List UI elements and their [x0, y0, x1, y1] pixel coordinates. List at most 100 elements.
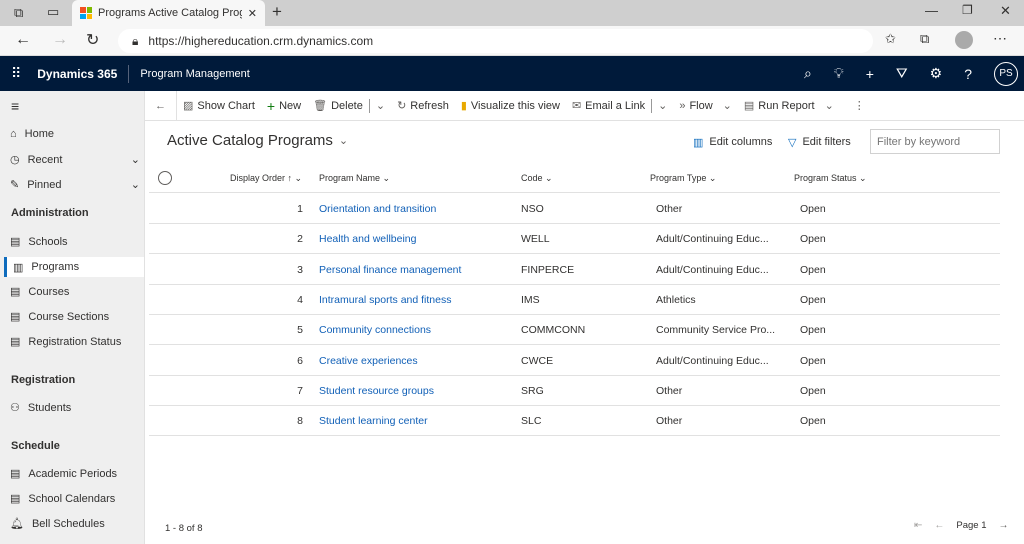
group-header: Administration — [11, 207, 89, 219]
sidebar-item-students[interactable]: ⚇ Students — [10, 401, 72, 415]
select-all-checkbox[interactable] — [158, 171, 172, 185]
delete-button[interactable]: 🗑︎ Delete — [313, 99, 363, 113]
chevron-down-icon: ⌄ — [545, 173, 553, 183]
column-header-display-order[interactable]: Display Order ↑ ⌄ — [230, 173, 303, 183]
sidebar-item-recent[interactable]: ◷ Recent ⌄ — [10, 153, 140, 167]
program-status-cell: Open — [800, 415, 826, 428]
sidebar-item-home[interactable]: ⌂ Home — [10, 128, 54, 140]
table-row[interactable]: 2 Health and wellbeing WELL Adult/Continuin… — [149, 224, 1000, 255]
more-commands-button[interactable]: ⋮ — [848, 99, 871, 112]
favorites-icon[interactable]: ✩ — [885, 31, 896, 46]
url-field[interactable]: 🔒︎ https://highereducation.crm.dynamics.… — [118, 29, 873, 53]
show-chart-button[interactable]: ▨ Show Chart — [183, 99, 255, 113]
display-order-cell: 2 — [297, 233, 303, 246]
first-page-icon[interactable]: ⇤ — [914, 520, 923, 531]
search-icon[interactable]: ⌕ — [804, 65, 812, 81]
code-cell: CWCE — [521, 354, 554, 367]
display-order-cell: 8 — [297, 415, 303, 428]
close-tab-icon[interactable]: ✕ — [247, 7, 257, 20]
delete-dropdown[interactable]: ⌄ — [368, 98, 391, 113]
forward-icon[interactable]: → — [52, 31, 68, 48]
refresh-button[interactable]: ↻ Refresh — [397, 99, 449, 113]
close-window-icon[interactable]: ✕ — [1000, 3, 1011, 18]
browser-tab-bar: ⧉ ▭ Programs Active Catalog Progra ✕ + —… — [0, 0, 1024, 26]
program-type-cell: Adult/Continuing Educ... — [656, 263, 769, 276]
new-tab-icon[interactable]: + — [272, 2, 282, 21]
profile-icon[interactable] — [955, 31, 973, 49]
table-row[interactable]: 7 Student resource groups SRG Other Open — [149, 376, 1000, 406]
back-button[interactable]: ← — [145, 90, 177, 121]
table-row[interactable]: 1 Orientation and transition NSO Other Open — [149, 194, 1000, 224]
next-page-icon[interactable]: → — [998, 520, 1009, 531]
sidebar-item-pinned[interactable]: ✎ Pinned ⌄ — [10, 178, 140, 192]
program-name-link[interactable]: Personal finance management — [319, 263, 462, 276]
filter-icon[interactable]: ⛛ — [895, 65, 908, 81]
sidebar-item-course-sections[interactable]: ▤ Course Sections — [10, 310, 110, 324]
more-icon[interactable]: ⋯ — [993, 30, 1007, 46]
flow-icon: » — [679, 99, 686, 112]
program-name-link[interactable]: Orientation and transition — [319, 203, 437, 215]
person-icon: ⚇ — [10, 402, 20, 414]
code-cell: IMS — [521, 293, 540, 306]
sidebar-item-school-calendars[interactable]: ▤ School Calendars — [10, 492, 116, 506]
minimize-icon[interactable]: — — [925, 3, 938, 18]
run-report-button[interactable]: ▤ Run Report ⌄ — [743, 99, 834, 113]
sidebar-item-registration-status[interactable]: ▤ Registration Status — [10, 335, 122, 349]
column-header-program-type[interactable]: Program Type ⌄ — [650, 173, 717, 183]
entity-icon: ▤ — [10, 286, 21, 298]
hamburger-icon[interactable]: ≡ — [11, 98, 20, 114]
program-name-link[interactable]: Intramural sports and fitness — [319, 293, 452, 306]
sidebar-item-courses[interactable]: ▤ Courses — [10, 285, 70, 299]
program-name-link[interactable]: Community connections — [319, 324, 432, 337]
edit-columns-button[interactable]: ▥ Edit columns — [693, 136, 773, 149]
filter-by-keyword-input[interactable] — [870, 129, 1000, 154]
new-button[interactable]: + New — [266, 97, 302, 114]
view-selector[interactable]: Active Catalog Programs ⌄ — [167, 132, 348, 149]
workspaces-icon[interactable]: ⧉ — [14, 5, 24, 20]
previous-page-icon[interactable]: ← — [934, 520, 945, 531]
area-name[interactable]: Program Management — [140, 67, 250, 80]
url-text: https://highereducation.crm.dynamics.com — [148, 34, 374, 48]
visualize-button[interactable]: ▮ Visualize this view — [460, 99, 560, 113]
program-name-link[interactable]: Health and wellbeing — [319, 233, 417, 246]
program-status-cell: Open — [800, 384, 826, 397]
plus-icon[interactable]: + — [865, 65, 874, 82]
sidebar-item-programs[interactable]: ▥ Programs — [4, 257, 144, 277]
email-link-button[interactable]: ✉ Email a Link — [571, 99, 646, 113]
table-row[interactable]: 3 Personal finance management FINPERCE Adul… — [149, 255, 1000, 285]
microsoft-logo-icon — [80, 7, 92, 19]
avatar[interactable]: PS — [994, 61, 1018, 86]
help-icon[interactable]: ? — [964, 65, 972, 82]
table-row[interactable]: 4 Intramural sports and fitness IMS Athleti… — [149, 285, 1000, 315]
group-header: Schedule — [11, 440, 60, 452]
back-icon[interactable]: ← — [15, 31, 31, 48]
sidebar-item-schools[interactable]: ▤ Schools — [10, 235, 68, 249]
restore-icon[interactable]: ❐ — [962, 3, 973, 17]
table-row[interactable]: 5 Community connections COMMCONN Community … — [149, 315, 1000, 346]
flow-button[interactable]: » Flow ⌄ — [679, 99, 732, 113]
column-header-code[interactable]: Code ⌄ — [521, 173, 553, 183]
edit-filters-button[interactable]: ▽ Edit filters — [788, 136, 851, 149]
collections-icon[interactable]: ⧉ — [920, 31, 930, 46]
app-name[interactable]: Dynamics 365 — [37, 66, 118, 81]
code-cell: WELL — [521, 233, 550, 246]
sidebar-item-academic-periods[interactable]: ▤ Academic Periods — [10, 467, 118, 481]
lightbulb-icon[interactable]: 💡︎ — [833, 65, 844, 81]
program-name-link[interactable]: Student resource groups — [319, 384, 434, 397]
email-dropdown[interactable]: ⌄ — [651, 98, 673, 113]
column-header-program-name[interactable]: Program Name ⌄ — [319, 173, 391, 183]
sidebar-item-bell-schedules[interactable]: 🔔︎ Bell Schedules — [10, 517, 105, 531]
app-launcher-icon[interactable]: ⠿ — [11, 65, 22, 81]
table-row[interactable]: 8 Student learning center SLC Other Open — [149, 406, 1000, 437]
gear-icon[interactable]: ⚙ — [929, 65, 943, 81]
program-name-link[interactable]: Student learning center — [319, 415, 428, 428]
column-header-program-status[interactable]: Program Status ⌄ — [794, 173, 867, 183]
bell-icon: 🔔︎ — [10, 518, 24, 530]
tab-actions-icon[interactable]: ▭ — [47, 4, 60, 19]
program-name-link[interactable]: Creative experiences — [319, 354, 418, 367]
sidebar: ≡ ⌂ Home ◷ Recent ⌄ ✎ Pinned ⌄ Administration… — [0, 91, 145, 544]
browser-tab[interactable]: Programs Active Catalog Progra ✕ — [72, 0, 265, 26]
table-row[interactable]: 6 Creative experiences CWCE Adult/Continuin… — [149, 346, 1000, 376]
reload-icon[interactable]: ↻ — [86, 32, 100, 49]
display-order-cell: 4 — [297, 293, 303, 306]
